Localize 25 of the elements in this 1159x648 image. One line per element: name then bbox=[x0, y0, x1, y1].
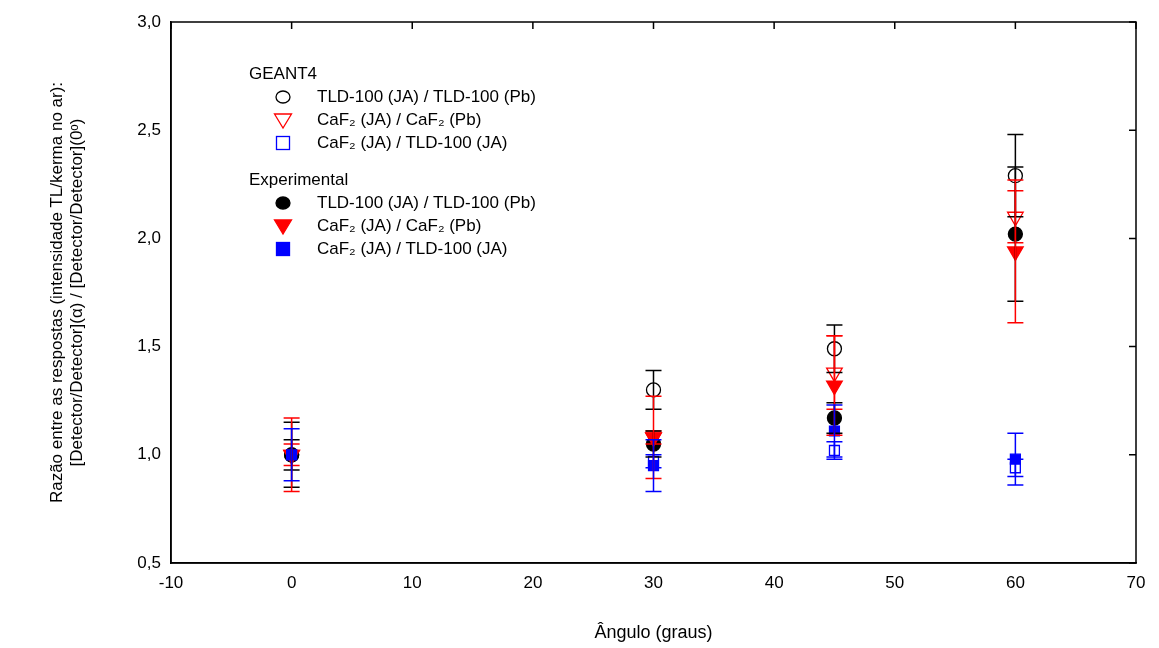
x-tick-label: 60 bbox=[1005, 572, 1025, 592]
x-tick-label: 10 bbox=[402, 572, 422, 592]
y-tick-label: 2,5 bbox=[137, 119, 161, 139]
y-axis-title: Razão entre as respostas (intensidade TL/kerma no ar): [Detector/Detector](α) / [Detector/Detector](0ᵒ) bbox=[46, 81, 87, 504]
y-tick-label: 1,0 bbox=[137, 444, 161, 464]
y-tick-label: 2,0 bbox=[137, 228, 161, 248]
x-tick-label: 30 bbox=[644, 572, 663, 592]
x-axis-title: Ângulo (graus) bbox=[594, 622, 713, 643]
x-tick-label: 20 bbox=[523, 572, 543, 592]
legend-label: CaF₂ (JA) / CaF₂ (Pb) bbox=[317, 215, 482, 237]
y-tick-label: 0,5 bbox=[137, 552, 161, 572]
y-tick-label: 1,5 bbox=[137, 336, 161, 356]
x-tick-label: 40 bbox=[764, 572, 784, 592]
x-tick-label: 70 bbox=[1126, 572, 1146, 592]
x-tick-label: -10 bbox=[158, 572, 184, 592]
annotation: GEANT4 bbox=[249, 63, 319, 85]
y-tick-label: 3,0 bbox=[137, 11, 161, 31]
legend-label: TLD-100 (JA) / TLD-100 (Pb) bbox=[317, 86, 536, 108]
legend-label: CaF₂ (JA) / TLD-100 (JA) bbox=[317, 238, 508, 260]
legend-label: CaF₂ (JA) / TLD-100 (JA) bbox=[317, 132, 508, 154]
annotation: Experimental bbox=[249, 169, 350, 191]
x-tick-label: 0 bbox=[286, 572, 297, 592]
x-tick-label: 50 bbox=[885, 572, 905, 592]
legend-label: TLD-100 (JA) / TLD-100 (Pb) bbox=[317, 192, 536, 214]
legend-label: CaF₂ (JA) / CaF₂ (Pb) bbox=[317, 109, 482, 131]
